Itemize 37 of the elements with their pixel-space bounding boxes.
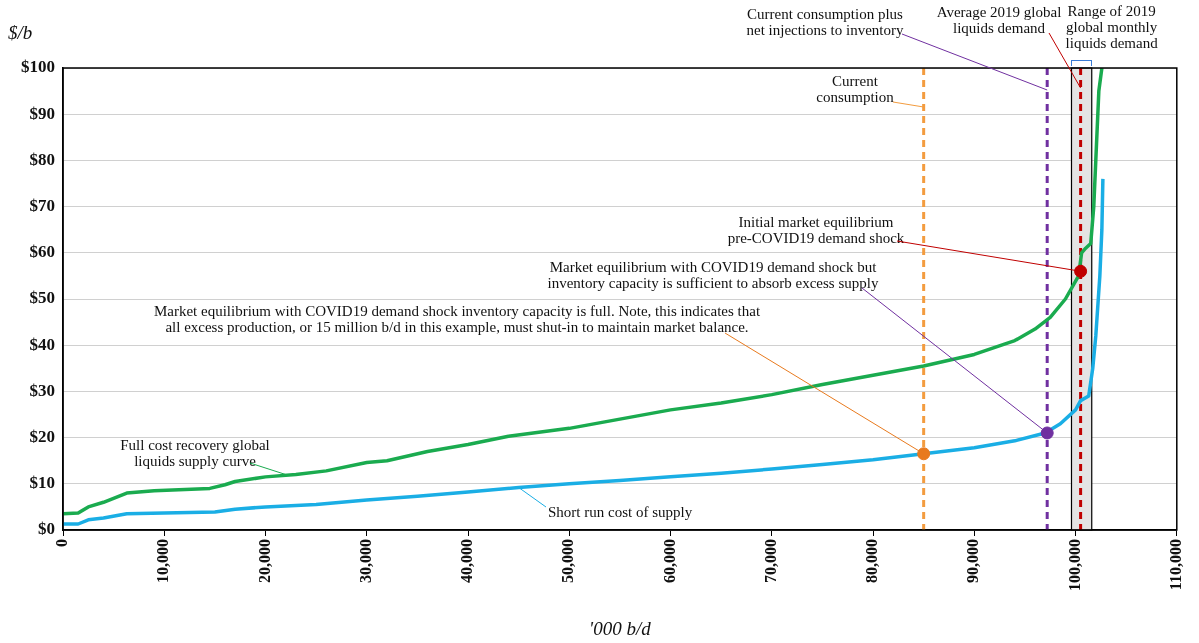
series-label: Full cost recovery global liquids supply curve [120, 436, 270, 469]
point [1074, 264, 1088, 278]
x-tick-label: 0 [53, 539, 71, 547]
y-tick-label: $20 [29, 426, 55, 446]
x-tick-label: 30,000 [356, 539, 374, 583]
x-tick-label: 50,000 [559, 539, 577, 583]
ref-line-label: Current consumption plus net injections to inventory [746, 5, 905, 38]
y-tick-label: $40 [29, 334, 55, 354]
point [917, 447, 931, 461]
band-label: Range of 2019 global monthly liquids demand [1065, 2, 1159, 51]
annotation: Market equilibrium with COVID19 demand shock inventory capacity is full. Note, this indicates that all excess production, or 15 million b/d in this example, must shut-in to maintain market balance. [153, 302, 761, 335]
annotation: Initial market equilibrium pre-COVID19 demand shock [727, 213, 905, 246]
x-tick-label: 10,000 [154, 539, 172, 583]
annotation: Market equilibrium with COVID19 demand shock but inventory capacity is sufficient to absorb excess supply [547, 258, 879, 291]
ref-line-label: Average 2019 global liquids demand [936, 3, 1062, 36]
x-tick-label: 80,000 [863, 539, 881, 583]
y-tick-label: $60 [29, 242, 55, 262]
x-tick-label: 110,000 [1166, 539, 1184, 591]
y-axis-title: $/b [8, 22, 33, 43]
y-tick-label: $80 [29, 149, 55, 169]
x-tick-label: 70,000 [761, 539, 779, 583]
x-axis-title: '000 b/d [589, 618, 652, 639]
ref-line-label: Current consumption [816, 72, 895, 105]
point [1040, 426, 1054, 440]
y-tick-label: $70 [29, 195, 55, 215]
series-label: Short run cost of supply [548, 503, 693, 520]
y-tick-label: $100 [21, 57, 55, 77]
x-tick-label: 40,000 [458, 539, 476, 583]
x-tick-label: 100,000 [1065, 539, 1083, 591]
x-tick-label: 60,000 [660, 539, 678, 583]
x-tick-label: 90,000 [964, 539, 982, 583]
y-tick-label: $10 [29, 473, 55, 493]
x-tick-label: 20,000 [255, 539, 273, 583]
y-tick-label: $90 [29, 103, 55, 123]
y-tick-label: $0 [38, 519, 55, 539]
y-tick-label: $50 [29, 288, 55, 308]
y-tick-label: $30 [29, 380, 55, 400]
